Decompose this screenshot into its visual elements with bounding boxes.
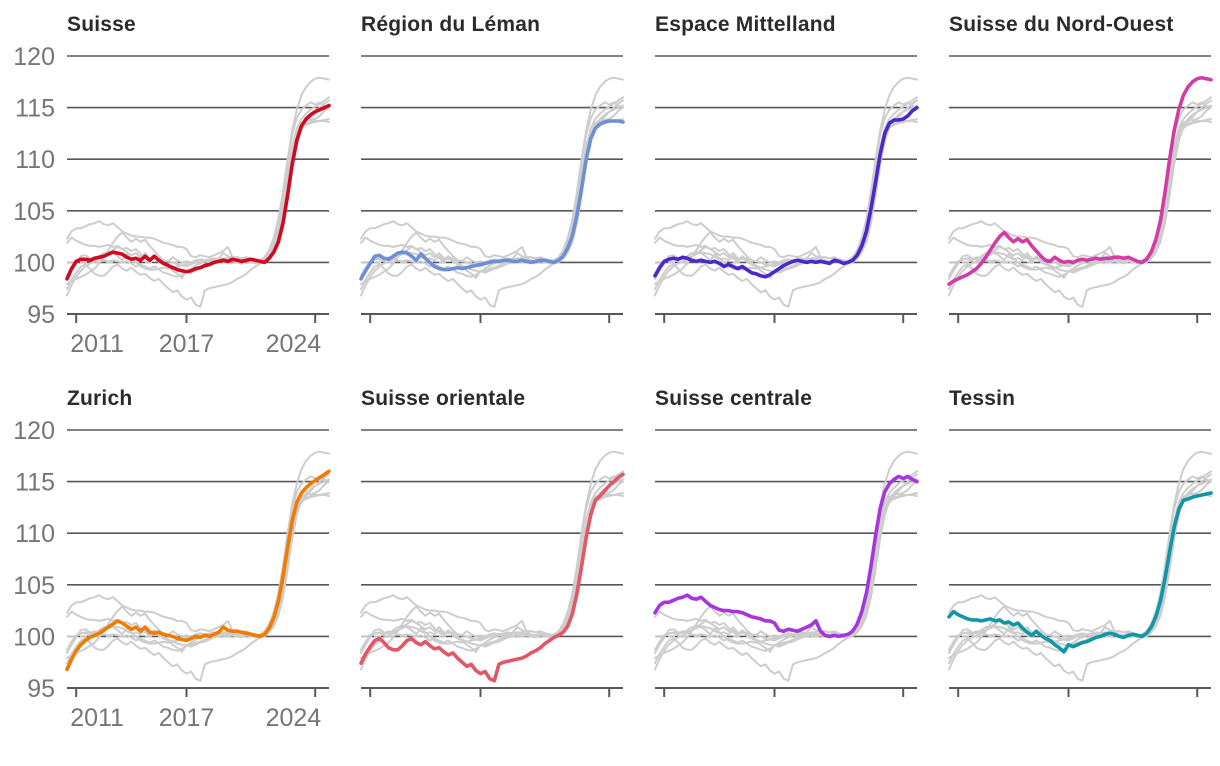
series-gray-suisse-orientale: [948, 473, 1212, 682]
y-tick-label-120: 120: [13, 43, 55, 71]
chart-espace-mittelland: [653, 55, 919, 323]
series-highlight-suisse: [65, 103, 331, 281]
panel-title: Suisse centrale: [655, 387, 813, 410]
x-tick-label-2024: 2024: [266, 330, 322, 358]
series-gray-espace-mittelland: [654, 106, 918, 278]
panel-espace-mittelland: Espace Mittelland: [653, 10, 919, 358]
y-tick-label-95: 95: [27, 675, 55, 703]
series-gray-tessin: [654, 492, 918, 653]
chart-suisse-du-nord-ouest: [947, 55, 1213, 323]
y-tick-label-105: 105: [13, 572, 55, 600]
series-gray-zurich: [66, 470, 330, 671]
series-highlight-tessin: [947, 491, 1213, 654]
series-highlight-suisse-du-nord-ouest: [947, 75, 1213, 286]
panel-title: Suisse du Nord-Ouest: [949, 13, 1174, 36]
y-tick-label-95: 95: [27, 301, 55, 329]
panel-title: Région du Léman: [361, 13, 541, 36]
series-gray-suisse-orientale: [654, 99, 918, 308]
chart-zurich: 120 115 110 105 100 95 2011 2017 2024: [13, 417, 331, 732]
chart-suisse-orientale: [359, 429, 625, 697]
series-highlight-zurich: [65, 469, 331, 672]
y-tick-label-110: 110: [15, 520, 55, 548]
series-gray-espace-mittelland: [948, 480, 1212, 652]
panel-suisse-orientale: Suisse orientale: [359, 384, 625, 732]
series-gray-zurich: [66, 96, 330, 297]
series-gray-zurich: [360, 470, 624, 671]
series-gray-suisse-orientale: [654, 473, 918, 682]
small-multiples-figure: Suisse 120 115 110 105 100 95 2011 2017 2024 Régio…: [4, 10, 1213, 732]
series-gray-zurich: [948, 470, 1212, 671]
y-tick-label-105: 105: [13, 198, 55, 226]
panel-suisse: Suisse 120 115 110 105 100 95 2011 2017 2024: [4, 10, 331, 358]
series-gray-suisse-orientale: [66, 473, 330, 682]
series-highlight-suisse-orientale: [359, 472, 625, 683]
panel-suisse-du-nord-ouest: Suisse du Nord-Ouest: [947, 10, 1213, 358]
y-tick-label-100: 100: [13, 249, 55, 277]
y-tick-label-100: 100: [13, 623, 55, 651]
series-gray-suisse-centrale: [66, 101, 330, 264]
series-gray-suisse-centrale: [654, 101, 918, 264]
series-gray-suisse-centrale: [360, 475, 624, 638]
series-gray-zurich: [948, 96, 1212, 297]
series-gray-espace-mittelland: [360, 480, 624, 652]
y-tick-label-115: 115: [15, 95, 55, 123]
panel-region-du-leman: Région du Léman: [359, 10, 625, 358]
series-highlight-espace-mittelland: [653, 105, 919, 279]
panel-tessin: Tessin: [947, 384, 1213, 732]
y-tick-label-115: 115: [15, 469, 55, 497]
chart-suisse: 120 115 110 105 100 95 2011 2017 2024: [13, 43, 331, 358]
series-gray-suisse-orientale: [948, 99, 1212, 308]
chart-suisse-centrale: [653, 429, 919, 697]
panel-title: Espace Mittelland: [655, 13, 836, 36]
series-highlight-region-du-leman: [359, 119, 625, 281]
x-tick-label-2024: 2024: [266, 704, 322, 732]
series-gray-espace-mittelland: [654, 480, 918, 652]
panel-zurich: Zurich 120 115 110 105 100 95 2011 2017 2024: [4, 384, 331, 732]
panel-suisse-centrale: Suisse centrale: [653, 384, 919, 732]
x-tick-label-2011: 2011: [70, 330, 124, 358]
series-gray-suisse-orientale: [360, 99, 624, 308]
x-tick-label-2017: 2017: [159, 330, 215, 358]
series-gray-suisse-centrale: [360, 101, 624, 264]
series-gray-zurich: [654, 470, 918, 671]
series-gray-zurich: [360, 96, 624, 297]
panel-title: Suisse orientale: [361, 387, 526, 410]
series-highlight-suisse-centrale: [653, 474, 919, 639]
panel-title: Tessin: [949, 387, 1016, 410]
panel-title: Zurich: [67, 387, 133, 410]
x-tick-label-2011: 2011: [70, 704, 124, 732]
y-tick-label-120: 120: [13, 417, 55, 445]
chart-region-du-leman: [359, 55, 625, 323]
series-gray-suisse-orientale: [66, 99, 330, 308]
series-gray-tessin: [360, 492, 624, 653]
chart-tessin: [947, 429, 1213, 697]
panel-title: Suisse: [67, 13, 136, 36]
series-gray-suisse-centrale: [948, 475, 1212, 638]
x-tick-label-2017: 2017: [159, 704, 215, 732]
series-gray-espace-mittelland: [66, 480, 330, 652]
y-tick-label-110: 110: [15, 146, 55, 174]
